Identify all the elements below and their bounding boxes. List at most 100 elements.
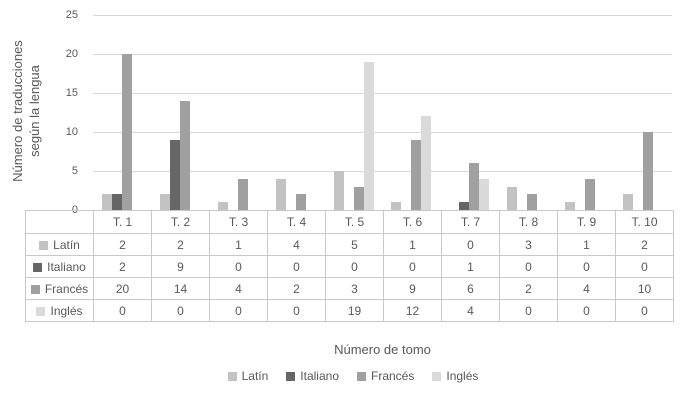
value-cell: 1 <box>209 233 268 256</box>
table-corner-cell <box>25 210 94 234</box>
value-cell: 2 <box>499 277 558 300</box>
gridline <box>93 132 672 133</box>
value-cell: 2 <box>93 233 152 256</box>
value-cell: 5 <box>325 233 384 256</box>
bar-Latín-T. 9 <box>565 202 575 210</box>
value-cell: 20 <box>93 277 152 300</box>
series-label-cell: Inglés <box>25 299 94 322</box>
bar-Italiano-T. 7 <box>459 202 469 210</box>
series-name: Latín <box>53 237 80 252</box>
value-cell: 0 <box>209 255 268 278</box>
table-header-cell: T. 1 <box>93 210 152 234</box>
table-row: Francés 20 14 4 2 3 9 6 2 4 10 <box>25 277 674 300</box>
value-cell: 9 <box>383 277 442 300</box>
table-header-cell: T. 7 <box>441 210 500 234</box>
bar-Francés-T. 1 <box>122 54 132 210</box>
bar-Francés-T. 6 <box>411 140 421 210</box>
table-header-cell: T. 3 <box>209 210 268 234</box>
legend-key-icon <box>30 284 40 294</box>
bar-Inglés-T. 5 <box>364 62 374 210</box>
value-cell: 9 <box>151 255 210 278</box>
value-cell: 2 <box>615 233 674 256</box>
bar-Latín-T. 8 <box>507 187 517 210</box>
bar-Inglés-T. 6 <box>421 116 431 210</box>
bar-Latín-T. 5 <box>334 171 344 210</box>
series-label-cell: Italiano <box>25 255 94 278</box>
legend: Latín Italiano Francés Inglés <box>43 369 663 383</box>
bar-Latín-T. 6 <box>391 202 401 210</box>
value-cell: 0 <box>209 299 268 322</box>
series-label-cell: Francés <box>25 277 94 300</box>
bar-Francés-T. 2 <box>180 101 190 210</box>
value-cell: 2 <box>151 233 210 256</box>
table-header-cell: T. 8 <box>499 210 558 234</box>
legend-label: Inglés <box>446 369 479 383</box>
legend-key-icon <box>39 240 49 250</box>
value-cell: 4 <box>267 233 326 256</box>
bar-Francés-T. 9 <box>585 179 595 210</box>
gridline <box>93 93 672 94</box>
value-cell: 1 <box>557 233 616 256</box>
value-cell: 0 <box>151 299 210 322</box>
value-cell: 12 <box>383 299 442 322</box>
bar-Francés-T. 5 <box>354 187 364 210</box>
bar-Italiano-T. 2 <box>170 140 180 210</box>
bar-Francés-T. 7 <box>469 163 479 210</box>
legend-key-icon <box>357 371 366 381</box>
legend-label: Italiano <box>300 369 339 383</box>
table-row: Inglés 0 0 0 0 19 12 4 0 0 0 <box>25 299 674 322</box>
table-row: Latín 2 2 1 4 5 1 0 3 1 2 <box>25 233 674 256</box>
value-cell: 1 <box>441 255 500 278</box>
y-axis-title-line-1: Número de traducciones <box>10 40 25 182</box>
bar-Latín-T. 3 <box>218 202 228 210</box>
data-table: T. 1 T. 2 T. 3 T. 4 T. 5 T. 6 T. 7 T. 8 T. 9 T. 1… <box>25 210 674 322</box>
value-cell: 1 <box>383 233 442 256</box>
bar-Francés-T. 3 <box>238 179 248 210</box>
y-tick-label: 5 <box>71 165 78 177</box>
series-name: Francés <box>44 281 89 296</box>
series-name: Inglés <box>50 303 83 318</box>
value-cell: 4 <box>209 277 268 300</box>
table-row: Italiano 2 9 0 0 0 0 1 0 0 0 <box>25 255 674 278</box>
value-cell: 3 <box>325 277 384 300</box>
y-tick-label: 25 <box>65 9 78 21</box>
y-axis-title-line-2: según la lengua <box>27 65 42 157</box>
value-cell: 0 <box>557 255 616 278</box>
bar-Francés-T. 4 <box>296 194 306 210</box>
bar-Francés-T. 8 <box>527 194 537 210</box>
value-cell: 0 <box>383 255 442 278</box>
y-axis-title: Número de traducciones según la lengua <box>9 1 43 221</box>
legend-item: Italiano <box>286 369 339 383</box>
table-header-cell: T. 5 <box>325 210 384 234</box>
table-header-cell: T. 4 <box>267 210 326 234</box>
value-cell: 4 <box>441 299 500 322</box>
value-cell: 19 <box>325 299 384 322</box>
gridline <box>93 15 672 16</box>
value-cell: 0 <box>557 299 616 322</box>
value-cell: 4 <box>557 277 616 300</box>
y-tick-label: 10 <box>65 126 78 138</box>
value-cell: 6 <box>441 277 500 300</box>
value-cell: 0 <box>325 255 384 278</box>
legend-label: Latín <box>241 369 269 383</box>
legend-key-icon <box>286 371 296 381</box>
gridline <box>93 171 672 172</box>
y-tick-label: 15 <box>65 87 78 99</box>
value-cell: 3 <box>499 233 558 256</box>
bar-Latín-T. 1 <box>102 194 112 210</box>
value-cell: 14 <box>151 277 210 300</box>
series-name: Italiano <box>47 259 86 274</box>
bar-Inglés-T. 7 <box>479 179 489 210</box>
value-cell: 0 <box>615 299 674 322</box>
table-header-cell: T. 2 <box>151 210 210 234</box>
value-cell: 0 <box>267 255 326 278</box>
legend-key-icon <box>227 371 237 381</box>
value-cell: 0 <box>93 299 152 322</box>
bar-Italiano-T. 1 <box>112 194 122 210</box>
bar-Francés-T. 10 <box>643 132 653 210</box>
value-cell: 0 <box>267 299 326 322</box>
legend-item: Latín <box>227 369 269 383</box>
table-header-cell: T. 10 <box>615 210 674 234</box>
bar-Latín-T. 10 <box>623 194 633 210</box>
